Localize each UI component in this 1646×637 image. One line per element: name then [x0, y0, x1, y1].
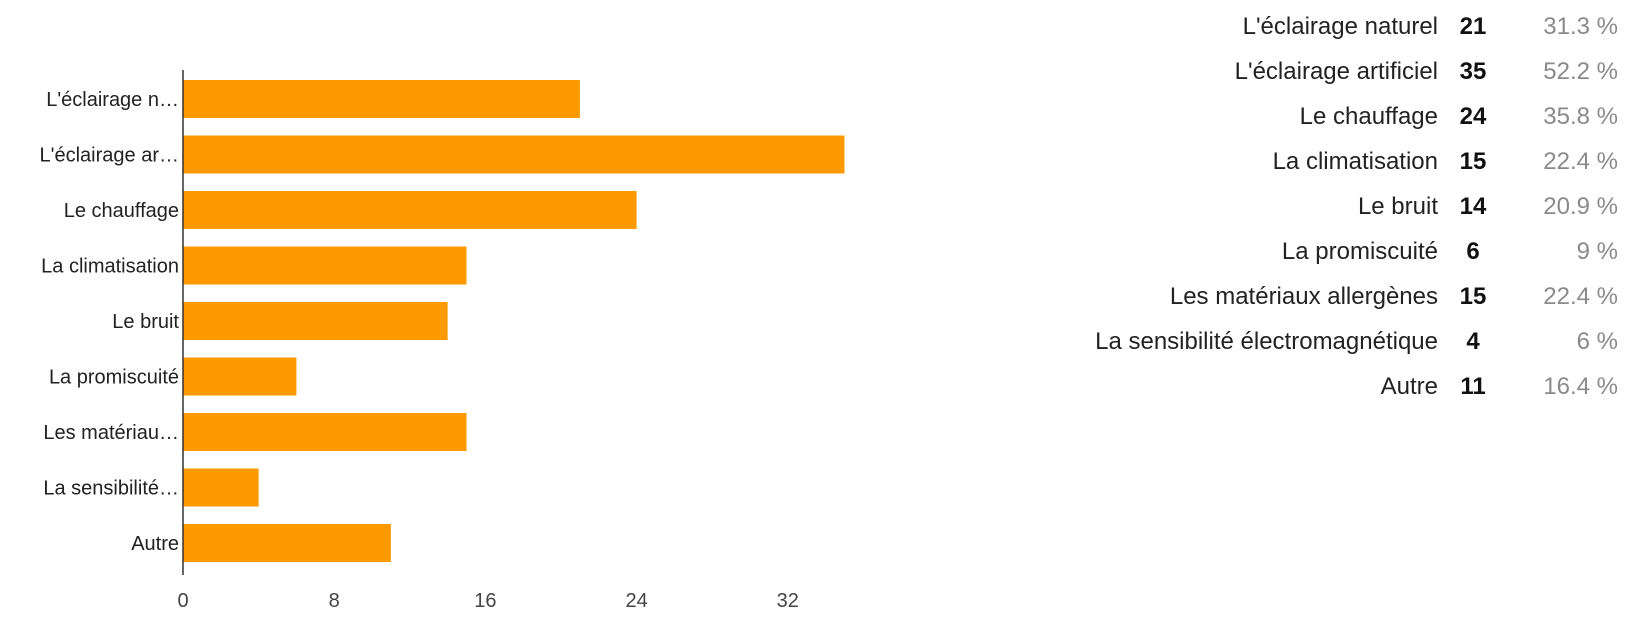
bar: [183, 246, 467, 285]
bar: [183, 357, 297, 396]
summary-label: Autre: [1380, 372, 1438, 400]
summary-count: 15: [1459, 282, 1487, 310]
summary-row: L'éclairage artificiel 35 52.2 %: [1095, 49, 1618, 94]
summary-percentage: 20.9 %: [1543, 192, 1618, 220]
x-axis-ticks: 0 8 16 24 32: [177, 590, 798, 612]
bar: [183, 413, 467, 451]
category-label: La sensibilité…: [43, 478, 179, 500]
summary-label: La promiscuité: [1281, 237, 1438, 265]
bar: [183, 302, 448, 340]
summary-table: L'éclairage naturel 21 31.3 % L'éclairage a…: [1095, 4, 1618, 409]
summary-count: 21: [1459, 12, 1487, 40]
category-label: Le chauffage: [64, 200, 179, 222]
summary-count: 4: [1466, 327, 1480, 355]
summary-row: La sensibilité électromagnétique 4 6 %: [1095, 319, 1618, 364]
summary-label: Le bruit: [1357, 192, 1438, 220]
summary-percentage: 52.2 %: [1543, 57, 1618, 85]
summary-count: 14: [1459, 192, 1487, 220]
summary-count: 24: [1459, 102, 1487, 130]
bars: [183, 80, 845, 562]
category-label: Les matériau…: [43, 422, 179, 444]
summary-label: La climatisation: [1272, 147, 1438, 175]
x-tick-label: 24: [625, 590, 647, 612]
x-tick-label: 16: [474, 590, 496, 612]
summary-label: Les matériaux allergènes: [1169, 282, 1438, 310]
category-label: La climatisation: [41, 256, 179, 278]
summary-row: Le bruit 14 20.9 %: [1095, 184, 1618, 229]
summary-label: L'éclairage naturel: [1242, 12, 1438, 40]
category-label: Le bruit: [112, 311, 179, 333]
summary-percentage: 6 %: [1576, 327, 1618, 355]
summary-percentage: 9 %: [1576, 237, 1618, 265]
bar: [183, 468, 259, 507]
summary-percentage: 22.4 %: [1543, 282, 1618, 310]
category-labels: L'éclairage n… L'éclairage ar… Le chauffag…: [40, 89, 180, 555]
summary-count: 15: [1459, 147, 1487, 175]
category-label: L'éclairage ar…: [40, 145, 179, 167]
summary-count: 6: [1466, 237, 1480, 265]
x-tick-label: 0: [177, 590, 188, 612]
summary-percentage: 31.3 %: [1543, 12, 1618, 40]
bar: [183, 80, 580, 118]
summary-percentage: 35.8 %: [1543, 102, 1618, 130]
summary-count: 35: [1459, 57, 1487, 85]
category-label: L'éclairage n…: [46, 89, 179, 111]
summary-row: La promiscuité 6 9 %: [1095, 229, 1618, 274]
summary-row: Les matériaux allergènes 15 22.4 %: [1095, 274, 1618, 319]
x-tick-label: 32: [777, 590, 799, 612]
category-label: Autre: [131, 533, 179, 555]
summary-count: 11: [1460, 372, 1486, 400]
bar: [183, 524, 391, 562]
summary-row: Le chauffage 24 35.8 %: [1095, 94, 1618, 139]
summary-percentage: 22.4 %: [1543, 147, 1618, 175]
bar: [183, 191, 637, 229]
summary-label: Le chauffage: [1299, 102, 1438, 130]
summary-label: L'éclairage artificiel: [1234, 57, 1438, 85]
summary-percentage: 16.4 %: [1543, 372, 1618, 400]
summary-row: La climatisation 15 22.4 %: [1095, 139, 1618, 184]
x-tick-label: 8: [329, 590, 340, 612]
bar: [183, 135, 845, 174]
summary-row: Autre 11 16.4 %: [1095, 364, 1618, 409]
category-label: La promiscuité: [49, 367, 179, 389]
summary-label: La sensibilité électromagnétique: [1095, 327, 1438, 355]
summary-row: L'éclairage naturel 21 31.3 %: [1095, 4, 1618, 49]
